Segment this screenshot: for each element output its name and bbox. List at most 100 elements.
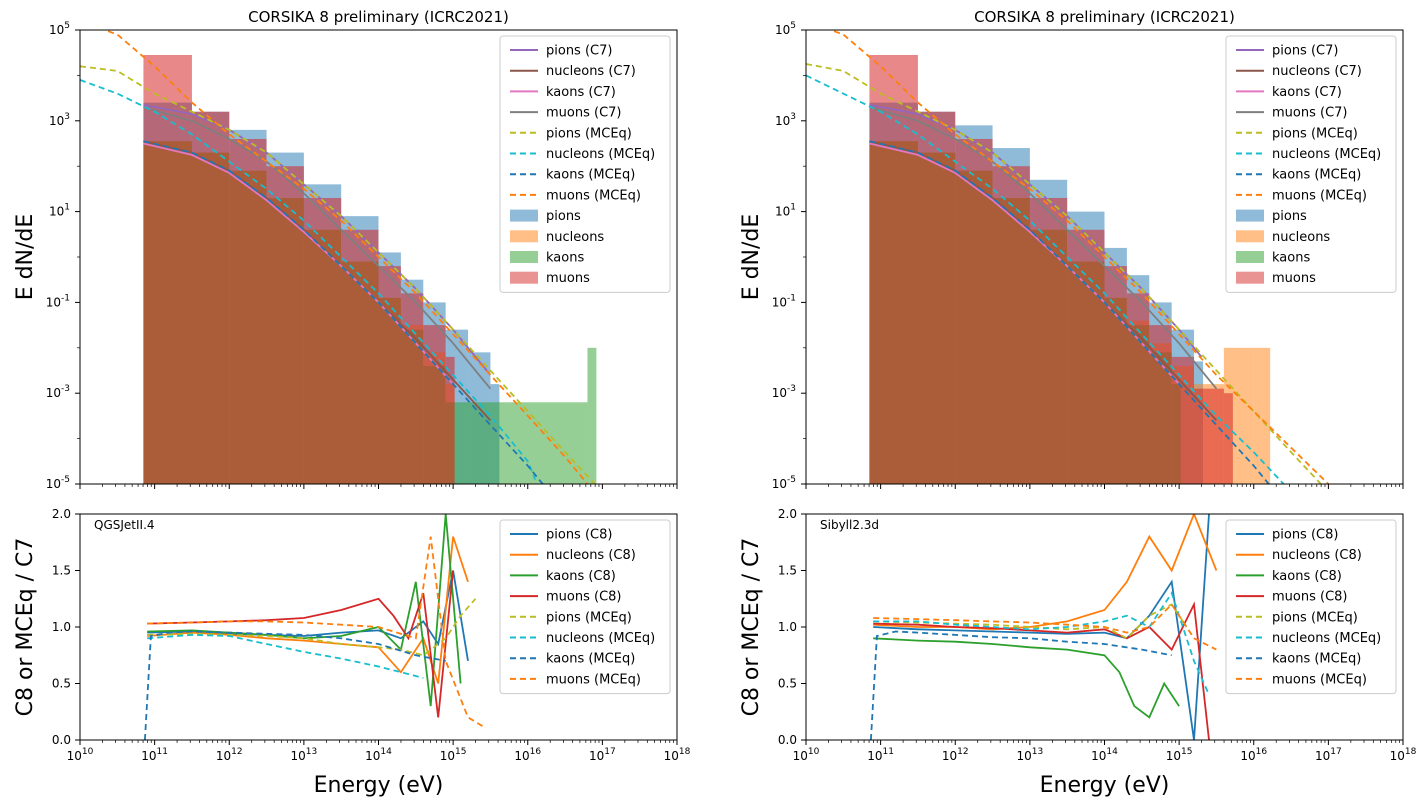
legend-label: muons (MCEq): [546, 672, 641, 687]
legend-label: nucleons (MCEq): [1272, 147, 1381, 162]
hist-bar-muons: [229, 138, 267, 484]
y-tick-label: 1.5: [52, 564, 71, 578]
legend-label: kaons (MCEq): [1272, 652, 1361, 667]
legend-label: pions (C7): [546, 44, 612, 59]
series-line-nucleons--mceq-: [873, 591, 1210, 696]
legend-swatch: [510, 251, 538, 263]
legend-label: kaons (C7): [546, 85, 616, 100]
series-line-kaons--c7-: [143, 142, 454, 385]
legend-label: kaons (MCEq): [546, 652, 635, 667]
hist-bar-muons: [1067, 229, 1105, 484]
legend-label: pions (MCEq): [1272, 126, 1358, 141]
plot-area: [806, 30, 1330, 484]
series-line-kaons--c7-: [869, 142, 1180, 385]
legend-box: [1225, 519, 1397, 695]
series-line-pions--mceq-: [147, 598, 477, 657]
series-line-pions--mceq-: [873, 603, 1188, 640]
x-tick-label: 1011: [867, 747, 894, 763]
series-line-muons--c8-: [873, 601, 1210, 740]
y-tick-label: 10-3: [46, 384, 70, 400]
legend-label: kaons (C7): [1272, 85, 1342, 100]
legend-label: nucleons (C8): [546, 548, 636, 563]
legend-label: kaons (MCEq): [1272, 168, 1361, 183]
model-annotation: QGSJetII.4: [94, 518, 155, 532]
hist-bar-muons: [955, 138, 993, 484]
legend-label: pions (C8): [546, 528, 612, 543]
x-axis-label: Energy (eV): [314, 773, 444, 798]
series-line-muons--c8-: [147, 570, 454, 718]
legend-label: muons (C8): [546, 590, 622, 605]
y-tick-label: 10-1: [46, 293, 70, 309]
legend-label: pions: [1272, 209, 1307, 224]
series-line-muons--mceq-: [102, 30, 589, 484]
y-tick-label: 2.0: [778, 507, 797, 521]
y-tick-label: 105: [775, 21, 796, 37]
series-line-muons--mceq-: [873, 602, 1217, 651]
series-line-kaons--mceq-: [144, 630, 446, 740]
y-tick-label: 103: [775, 112, 796, 128]
y-tick-label: 2.0: [52, 507, 71, 521]
hist-bar-kaons: [587, 347, 597, 484]
legend-box: [499, 519, 671, 695]
series-line-kaons--mceq-: [869, 140, 1270, 484]
series-line-pions--mceq-: [80, 65, 596, 484]
series-line-kaons--mceq-: [143, 140, 544, 484]
hist-bar-muons: [266, 166, 304, 484]
legend-swatch: [510, 230, 538, 243]
hist-bar-muons: [400, 293, 424, 484]
hist-bar-muons: [992, 166, 1030, 484]
legend-swatch: [1236, 251, 1264, 263]
y-tick-label: 1.5: [778, 564, 797, 578]
series-line-nucleons--mceq-: [806, 74, 1285, 484]
x-tick-label: 1018: [1390, 747, 1417, 763]
legend-label: pions (MCEq): [546, 126, 632, 141]
y-tick-label: 0.5: [778, 677, 797, 691]
series-line-kaons--c8-: [147, 514, 462, 707]
x-axis-label: Energy (eV): [1040, 773, 1170, 798]
legend-label: pions (MCEq): [546, 610, 632, 625]
legend-swatch: [510, 209, 538, 222]
x-tick-label: 1013: [1017, 747, 1044, 763]
hist-bar-kaons: [445, 402, 588, 484]
legend-label: pions (C7): [1272, 44, 1338, 59]
legend-label: muons (C8): [1272, 590, 1348, 605]
legend-label: pions (C8): [1272, 528, 1338, 543]
legend-swatch: [1236, 209, 1264, 222]
legend-label: kaons: [546, 251, 584, 266]
x-tick-label: 1018: [664, 747, 691, 763]
x-tick-label: 1012: [216, 747, 243, 763]
legend-label: kaons (MCEq): [546, 168, 635, 183]
x-tick-label: 1015: [440, 747, 467, 763]
series-line-nucleons--mceq-: [147, 633, 424, 679]
series-line-kaons--c8-: [873, 637, 1180, 719]
legend-label: nucleons: [1272, 230, 1330, 245]
y-tick-label: 1.0: [52, 620, 71, 634]
hist-bar-muons: [191, 111, 230, 484]
legend-swatch: [1236, 230, 1264, 243]
legend-swatch: [1236, 271, 1264, 284]
legend-label: kaons (C8): [1272, 569, 1342, 584]
legend-label: nucleons (C8): [1272, 548, 1362, 563]
hist-bar-muons: [423, 325, 446, 484]
y-tick-label: 10-3: [772, 384, 796, 400]
y-tick-label: 10-5: [46, 475, 70, 491]
x-tick-label: 1011: [141, 747, 168, 763]
x-tick-label: 1015: [1166, 747, 1193, 763]
chart-title: CORSIKA 8 preliminary (ICRC2021): [974, 8, 1235, 26]
y-axis-label: C8 or MCEq / C7: [739, 538, 764, 717]
hist-bar-muons: [1194, 388, 1224, 484]
hist-bar-muons: [1104, 266, 1127, 484]
plot-area: [144, 514, 484, 740]
x-tick-label: 1016: [514, 747, 541, 763]
hist-bar-muons: [869, 54, 918, 484]
x-tick-label: 1017: [1315, 747, 1342, 763]
y-tick-label: 101: [775, 203, 796, 219]
legend-label: nucleons (MCEq): [546, 147, 655, 162]
y-tick-label: 103: [49, 112, 70, 128]
legend-label: muons (C7): [1272, 106, 1348, 121]
hist-bar-muons: [917, 111, 956, 484]
plot-area: [80, 30, 597, 484]
y-tick-label: 0.0: [52, 733, 71, 747]
legend-label: pions: [546, 209, 581, 224]
